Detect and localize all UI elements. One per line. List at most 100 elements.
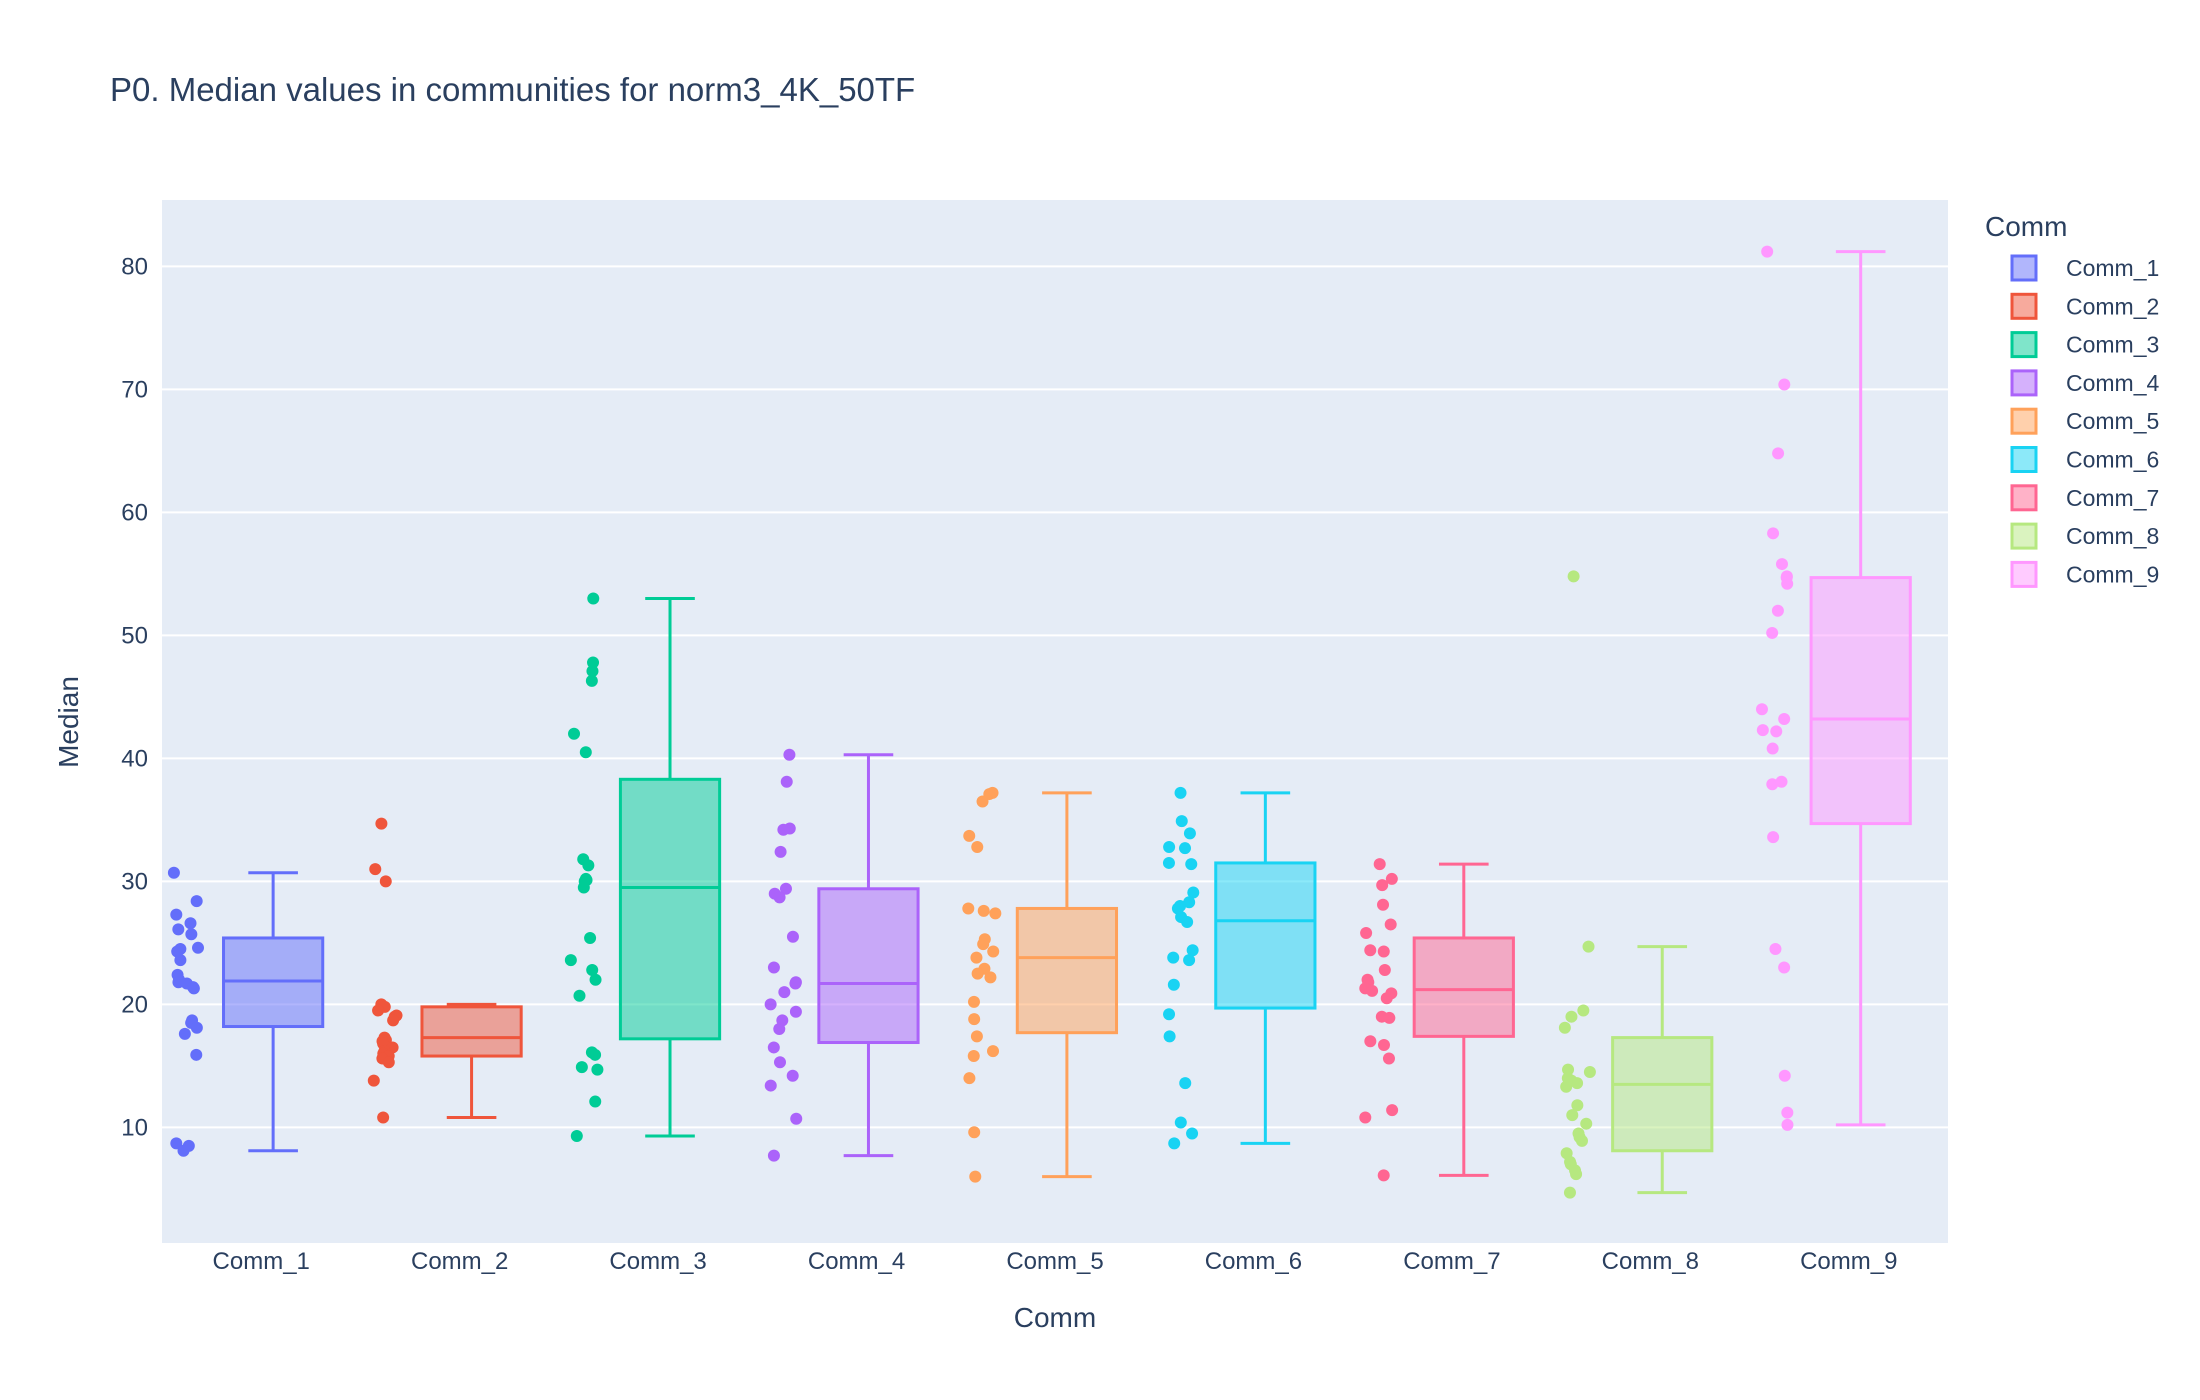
data-point [774,845,787,858]
data-point [1376,879,1389,892]
data-point [1377,1169,1390,1182]
data-point [1767,831,1780,844]
data-point [577,881,590,894]
data-point [786,1069,799,1082]
legend-item-Comm_9[interactable]: Comm_9 [2010,560,2159,588]
data-point [170,1137,183,1150]
iqr-box [420,1005,523,1058]
data-point [968,1126,981,1139]
box-trace-Comm_4 [764,748,920,1162]
data-point [789,977,802,990]
data-point [1186,944,1199,957]
data-point [190,1048,203,1061]
legend-swatch [2010,331,2038,359]
legend-swatch [2010,560,2038,588]
data-point [1187,886,1200,899]
data-point [1778,713,1791,726]
data-point [1377,898,1390,911]
data-point [369,863,382,876]
legend-item-Comm_3[interactable]: Comm_3 [2010,331,2159,359]
data-point [1571,1099,1584,1112]
data-point [778,986,791,999]
data-point [177,1144,190,1157]
data-point [174,954,187,967]
y-tick-label: 40 [121,745,148,772]
data-point [1775,775,1788,788]
y-tick-label: 30 [121,868,148,895]
data-point [773,891,786,904]
data-point [1761,245,1774,258]
data-point [977,938,990,951]
iqr-box [618,777,722,1041]
data-point [387,1014,400,1027]
data-point [1167,951,1180,964]
iqr-box [1611,1036,1714,1153]
data-point [1772,447,1785,460]
legend-title: Comm [1985,211,2067,242]
data-point [575,1061,588,1074]
data-point [185,928,198,941]
data-point [367,1074,380,1087]
data-point [587,592,600,605]
legend-item-Comm_2[interactable]: Comm_2 [2010,292,2159,320]
legend: Comm Comm_1 Comm_2 Comm_3 Comm_4 Comm_5 Comm_… [1985,211,2160,588]
data-point [987,1045,1000,1058]
data-point [962,902,975,915]
data-point [372,1004,385,1017]
legend-swatch [2010,407,2038,435]
data-point [1185,858,1198,871]
data-point [1565,1010,1578,1023]
data-point [1577,1004,1590,1017]
data-point [790,1112,803,1125]
data-point [587,656,600,669]
legend-item-Comm_1[interactable]: Comm_1 [2010,254,2159,282]
data-point [167,866,180,879]
data-point [1384,918,1397,931]
data-point [1766,626,1779,639]
data-point [1767,527,1780,540]
data-point [564,954,577,967]
legend-label: Comm_3 [2066,332,2159,358]
data-point [1366,984,1379,997]
legend-swatch [2010,254,2038,282]
iqr-box [1015,906,1119,1035]
legend-item-Comm_8[interactable]: Comm_8 [2010,522,2159,550]
data-point [969,1170,982,1183]
data-point [1778,1069,1791,1082]
x-tick-label: Comm_4 [808,1248,905,1275]
data-point [777,823,790,836]
box-traces [167,245,1912,1199]
y-axis-ticks: 10 20 30 40 50 60 70 80 [121,253,148,1141]
data-point [1775,558,1788,571]
y-tick-label: 10 [121,1114,148,1141]
data-point [1781,577,1794,590]
legend-item-Comm_6[interactable]: Comm_6 [2010,446,2159,473]
legend-item-Comm_7[interactable]: Comm_7 [2010,484,2159,512]
legend-item-Comm_4[interactable]: Comm_4 [2010,369,2160,397]
data-point [1163,840,1176,853]
data-point [190,895,203,908]
data-point [1360,927,1373,940]
data-point [582,859,595,872]
data-point [1571,1077,1584,1090]
data-point [1378,963,1391,976]
iqr-box [1412,936,1515,1038]
data-point [1566,1109,1579,1122]
data-point [190,1021,203,1034]
data-point [1567,570,1580,583]
data-point [1167,978,1180,991]
box-trace-Comm_2 [367,817,523,1124]
legend-item-Comm_5[interactable]: Comm_5 [2010,407,2159,435]
data-point [976,795,989,808]
data-point [1383,1011,1396,1024]
data-point [589,973,602,986]
data-point [1364,944,1377,957]
x-tick-label: Comm_7 [1403,1248,1500,1275]
data-point [977,904,990,917]
chart-title: P0. Median values in communities for nor… [110,71,915,108]
data-point [579,746,592,759]
data-point [1563,1186,1576,1199]
data-point [187,982,200,995]
data-point [989,907,1002,920]
